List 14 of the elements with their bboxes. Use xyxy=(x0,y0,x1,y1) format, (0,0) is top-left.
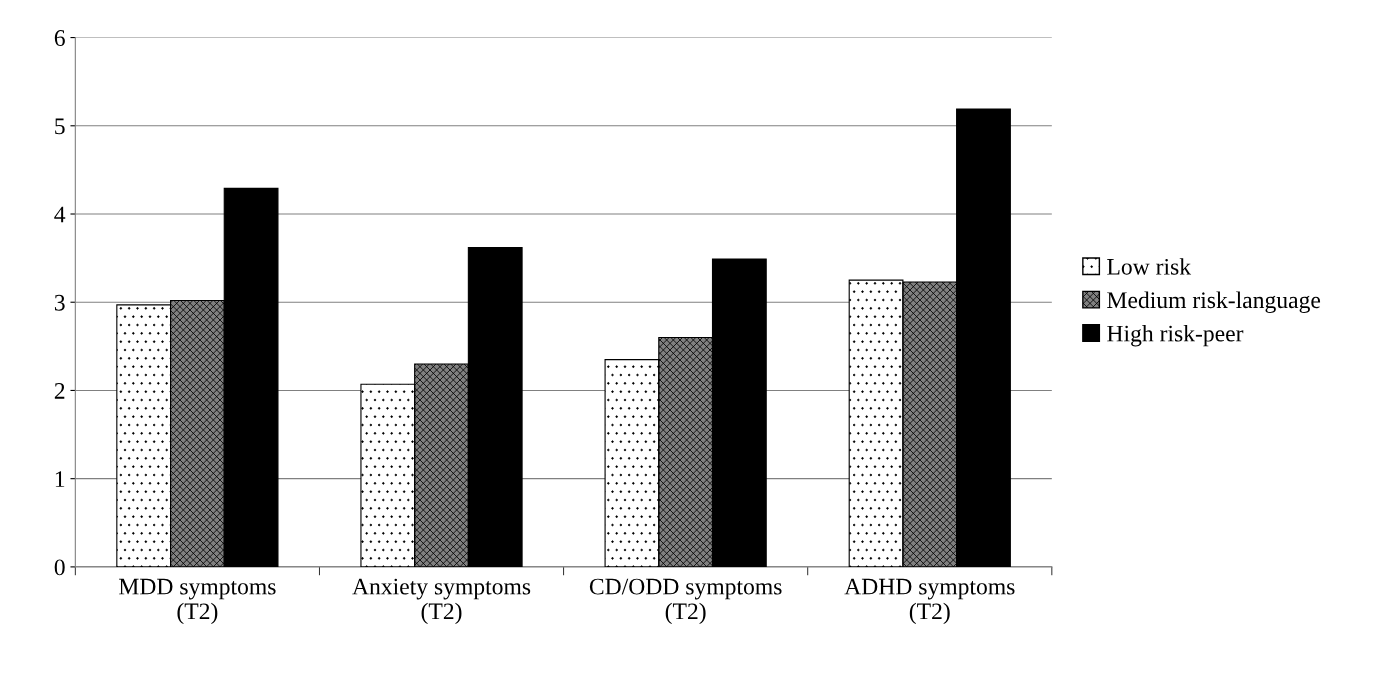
y-tick-label: 5 xyxy=(55,118,65,135)
legend-label: Low risk xyxy=(1107,258,1192,275)
y-tick-label: 2 xyxy=(54,383,65,399)
legend-label: Medium risk-language xyxy=(1107,291,1321,314)
x-tick-label: ADHD symptoms (T2) xyxy=(844,578,1015,625)
y-tick-label: 6 xyxy=(54,30,65,46)
y-tick-label: 0 xyxy=(54,559,65,576)
y-tick-label: 1 xyxy=(55,471,65,487)
legend-label: High risk-peer xyxy=(1107,324,1244,347)
y-tick-label: 4 xyxy=(54,206,66,223)
x-tick-label: CD/ODD symptoms (T2) xyxy=(589,578,782,625)
x-tick-label: MDD symptoms (T2) xyxy=(119,578,276,625)
x-tick-label: Anxiety symptoms (T2) xyxy=(352,578,531,625)
y-tick-label: 3 xyxy=(54,294,65,311)
